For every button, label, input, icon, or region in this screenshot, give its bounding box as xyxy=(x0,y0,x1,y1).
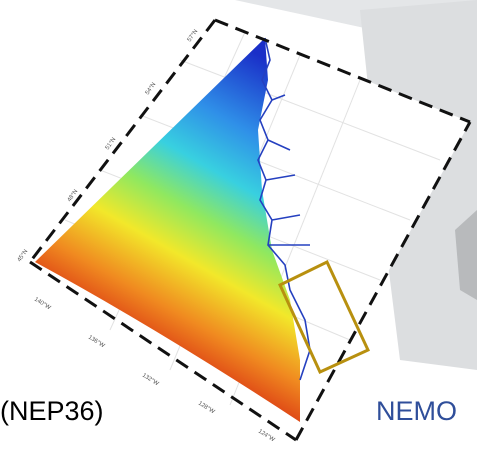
lon-label: 128°W xyxy=(197,401,216,416)
lat-label: 54°N xyxy=(145,82,158,96)
lat-label: 45°N xyxy=(17,249,30,263)
model-label: NEMO xyxy=(376,396,457,426)
lon-label: 136°W xyxy=(87,335,106,350)
slide: 57°N 54°N 51°N 48°N 45°N 140°W 136°W 132… xyxy=(0,0,477,451)
lon-label: 124°W xyxy=(257,429,276,444)
lon-label: 140°W xyxy=(33,297,52,312)
model-label: (NEP36) xyxy=(0,396,104,426)
lon-label: 132°W xyxy=(141,373,160,388)
